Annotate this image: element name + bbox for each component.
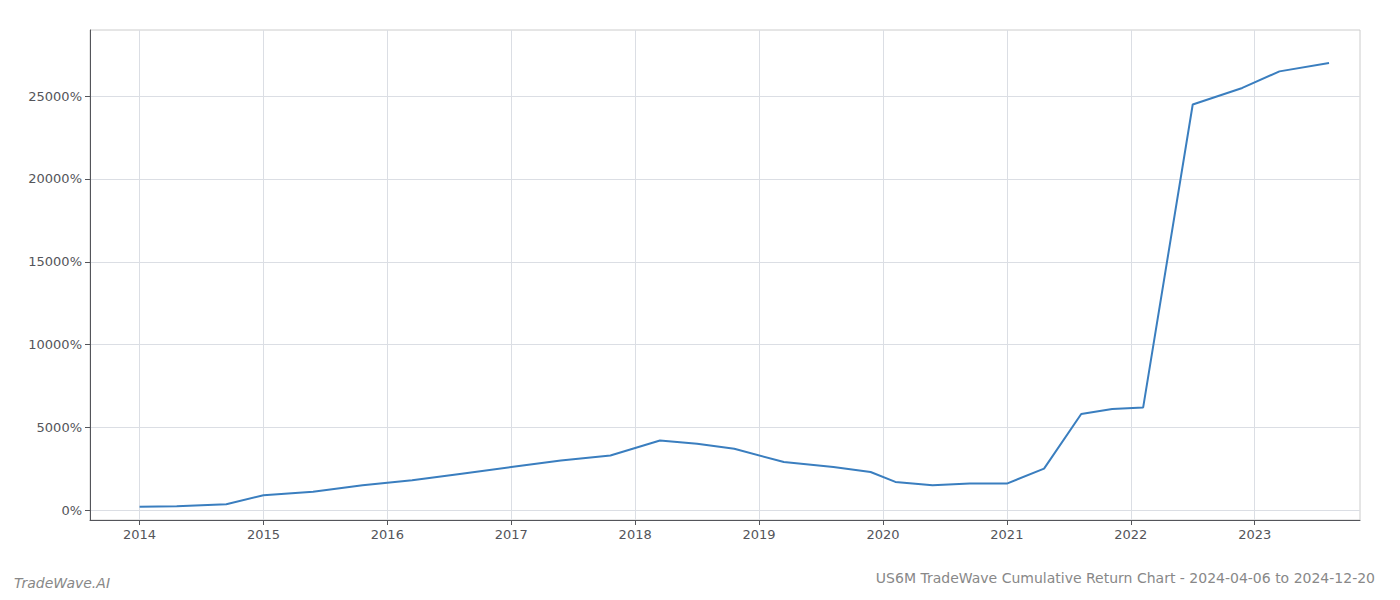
svg-text:0%: 0%: [61, 503, 82, 518]
svg-text:5000%: 5000%: [37, 420, 82, 435]
svg-text:2022: 2022: [1114, 527, 1147, 542]
svg-text:2017: 2017: [495, 527, 528, 542]
svg-text:25000%: 25000%: [28, 89, 82, 104]
svg-text:2014: 2014: [123, 527, 156, 542]
svg-text:2021: 2021: [990, 527, 1023, 542]
svg-text:2018: 2018: [619, 527, 652, 542]
svg-text:2023: 2023: [1238, 527, 1271, 542]
svg-text:2019: 2019: [743, 527, 776, 542]
svg-text:2015: 2015: [247, 527, 280, 542]
svg-text:2016: 2016: [371, 527, 404, 542]
svg-text:2020: 2020: [866, 527, 899, 542]
svg-text:US6M TradeWave Cumulative Retu: US6M TradeWave Cumulative Return Chart -…: [876, 570, 1375, 586]
svg-text:TradeWave.AI: TradeWave.AI: [14, 575, 110, 591]
svg-text:10000%: 10000%: [28, 337, 82, 352]
svg-text:20000%: 20000%: [28, 171, 82, 186]
svg-text:15000%: 15000%: [28, 254, 82, 269]
